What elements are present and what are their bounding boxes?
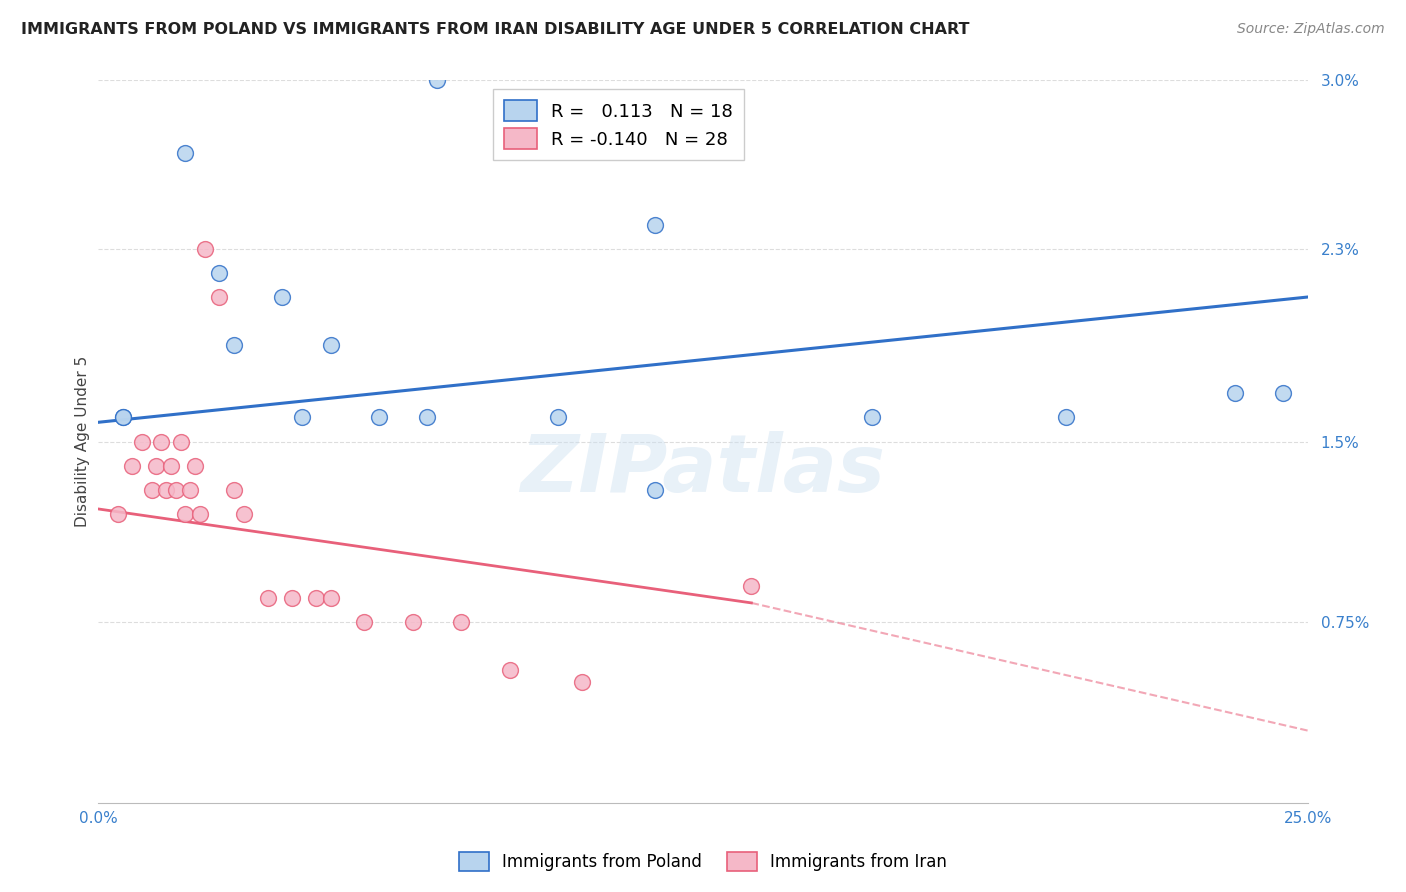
Point — [160, 458, 183, 473]
Point — [222, 338, 245, 352]
Point — [271, 290, 294, 304]
Text: ZIPatlas: ZIPatlas — [520, 432, 886, 509]
Point — [169, 434, 191, 449]
Point — [450, 615, 472, 630]
Point — [165, 483, 187, 497]
Point — [1054, 410, 1077, 425]
Text: Source: ZipAtlas.com: Source: ZipAtlas.com — [1237, 22, 1385, 37]
Point — [740, 579, 762, 593]
Point — [107, 507, 129, 521]
Point — [368, 410, 391, 425]
Point — [547, 410, 569, 425]
Point — [416, 410, 439, 425]
Point — [174, 145, 197, 160]
Legend: R =   0.113   N = 18, R = -0.140   N = 28: R = 0.113 N = 18, R = -0.140 N = 28 — [494, 89, 744, 160]
Y-axis label: Disability Age Under 5: Disability Age Under 5 — [75, 356, 90, 527]
Point — [860, 410, 883, 425]
Point — [1272, 386, 1295, 401]
Point — [155, 483, 177, 497]
Point — [571, 675, 593, 690]
Point — [194, 242, 217, 256]
Point — [290, 410, 312, 425]
Point — [353, 615, 375, 630]
Point — [188, 507, 211, 521]
Point — [145, 458, 167, 473]
Point — [222, 483, 245, 497]
Point — [208, 290, 231, 304]
Point — [402, 615, 425, 630]
Point — [319, 338, 342, 352]
Point — [141, 483, 163, 497]
Point — [150, 434, 173, 449]
Point — [498, 664, 520, 678]
Point — [121, 458, 143, 473]
Point — [644, 483, 666, 497]
Point — [644, 218, 666, 232]
Point — [111, 410, 134, 425]
Point — [131, 434, 153, 449]
Legend: Immigrants from Poland, Immigrants from Iran: Immigrants from Poland, Immigrants from … — [450, 843, 956, 880]
Point — [256, 591, 278, 605]
Point — [1223, 386, 1246, 401]
Point — [426, 73, 449, 87]
Point — [111, 410, 134, 425]
Point — [232, 507, 254, 521]
Point — [281, 591, 304, 605]
Point — [179, 483, 201, 497]
Point — [305, 591, 328, 605]
Point — [208, 266, 231, 280]
Point — [174, 507, 197, 521]
Point — [184, 458, 207, 473]
Text: IMMIGRANTS FROM POLAND VS IMMIGRANTS FROM IRAN DISABILITY AGE UNDER 5 CORRELATIO: IMMIGRANTS FROM POLAND VS IMMIGRANTS FRO… — [21, 22, 970, 37]
Point — [319, 591, 342, 605]
